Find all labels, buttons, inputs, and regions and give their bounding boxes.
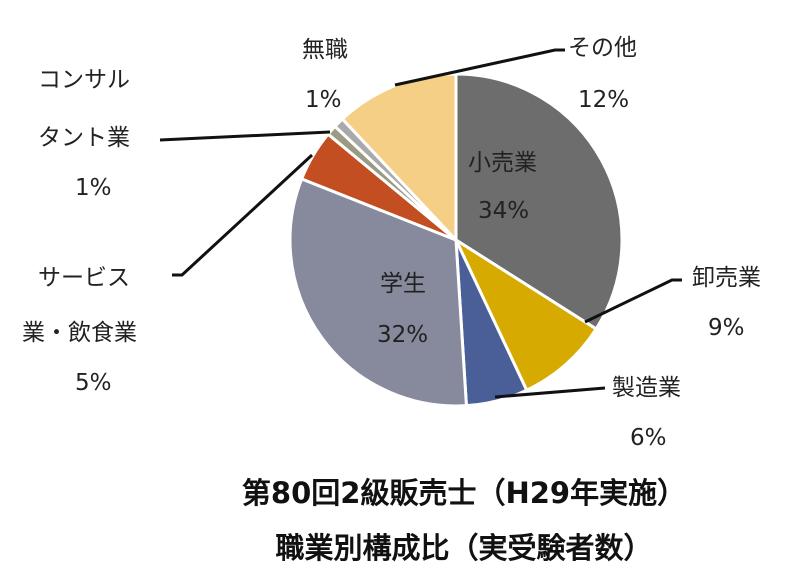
pct-consulting: 1% [75, 175, 112, 201]
leader-line-service [172, 153, 314, 277]
leader-line-other [394, 48, 565, 87]
label-wholesale: 卸売業 [692, 265, 761, 291]
chart-title-line-1: 第80回2級販売士（H29年実施） [241, 476, 687, 510]
pct-wholesale: 9% [708, 315, 745, 341]
leader-line-wholesale [584, 278, 682, 324]
leader-line-manufacturing [494, 386, 606, 399]
pct-student: 32% [377, 322, 429, 348]
pct-service: 5% [75, 370, 112, 396]
pct-unemployed: 1% [305, 87, 342, 113]
pct-manufacturing: 6% [630, 425, 667, 451]
label-consulting-2: タント業 [38, 125, 130, 151]
label-service-1: サービス [38, 265, 130, 291]
label-unemployed: 無職 [302, 37, 348, 63]
chart-title-line-2: 職業別構成比（実受験者数） [275, 531, 653, 565]
pct-retail: 34% [478, 198, 530, 224]
label-other: その他 [568, 35, 637, 61]
pie-slice-1 [452, 235, 599, 393]
label-retail: 小売業 [468, 150, 537, 176]
pct-other: 12% [578, 87, 630, 113]
label-consulting-1: コンサル [38, 67, 130, 93]
pie-slice-3 [288, 176, 469, 408]
leader-line-consulting [159, 130, 331, 142]
label-service-2: 業・飲食業 [22, 320, 137, 346]
label-student: 学生 [380, 271, 426, 297]
label-manufacturing: 製造業 [612, 375, 681, 401]
